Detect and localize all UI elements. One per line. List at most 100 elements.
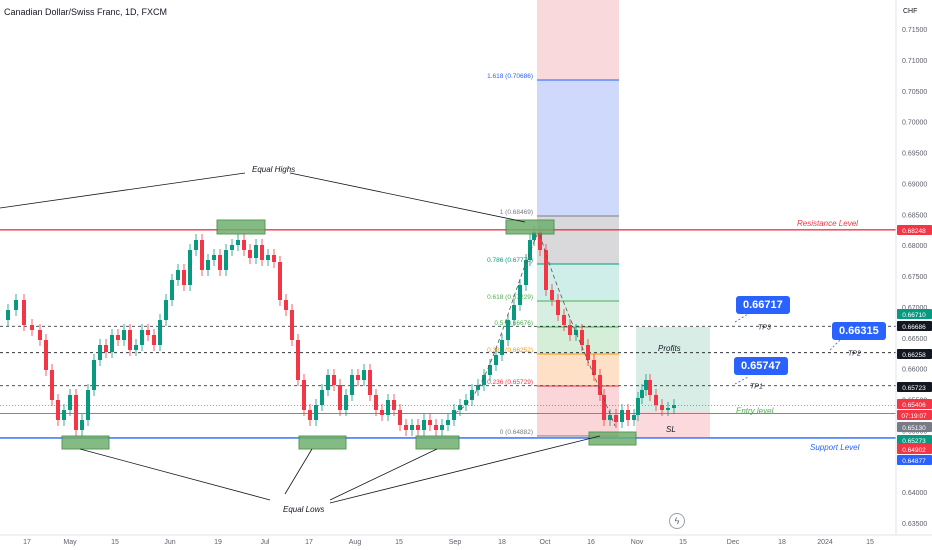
price-tag-text: 0.65273 — [902, 438, 926, 445]
x-tick-label: 18 — [498, 539, 506, 546]
price-tag-bg — [897, 309, 932, 319]
price-tag-text: 0.65406 — [902, 402, 926, 409]
profits-label: Profits — [658, 344, 681, 353]
candle-body — [544, 250, 548, 290]
candle-body — [50, 370, 54, 400]
candle-body — [494, 355, 498, 365]
candle-body — [392, 400, 396, 410]
x-tick-label: 19 — [214, 539, 222, 546]
liquidity-boxes — [61, 219, 637, 450]
candle-body — [266, 255, 270, 260]
x-tick-label: 2024 — [817, 539, 833, 546]
candle-body — [538, 232, 542, 250]
price-tag-text: 0.64877 — [902, 458, 926, 465]
candle-body — [356, 375, 360, 380]
fib-label: 1.618 (0.70686) — [487, 73, 533, 80]
candle-body — [386, 400, 390, 415]
level-label: Entry level — [736, 407, 774, 416]
x-tick-label: 15 — [866, 539, 874, 546]
candle-body — [110, 335, 114, 352]
price-tag-text: 0.65130 — [902, 425, 926, 432]
y-tick-label: 0.68500 — [902, 212, 927, 219]
candle-body — [640, 390, 644, 398]
candle-body — [278, 262, 282, 300]
candle-body — [230, 245, 234, 250]
fib-label: 1 (0.68469) — [500, 209, 533, 216]
candle-body — [636, 398, 640, 415]
replay-icon[interactable]: ϟ — [669, 513, 685, 529]
candle-body — [598, 375, 602, 395]
symbol-title: Canadian Dollar/Swiss Franc, 1D, FXCM — [4, 7, 168, 17]
level-label: Support Level — [810, 443, 860, 452]
y-tick-label: 0.71000 — [902, 58, 927, 65]
candle-body — [224, 250, 228, 270]
candle-body — [80, 420, 84, 430]
candle-body — [206, 260, 210, 270]
candle-body — [586, 345, 590, 360]
candle-body — [188, 250, 192, 285]
candle-body — [242, 240, 246, 250]
price-tag-bg — [897, 422, 932, 432]
y-tick-label: 0.71500 — [902, 27, 927, 34]
candle-body — [500, 340, 504, 355]
candle-body — [14, 300, 18, 310]
price-tag-text: 0.64902 — [902, 447, 926, 454]
candle-body — [518, 285, 522, 305]
y-tick-label: 0.70000 — [902, 120, 927, 127]
candle-body — [416, 425, 420, 430]
candle-body — [30, 325, 34, 330]
candle-body — [626, 410, 630, 420]
level-label: Resistance Level — [797, 219, 858, 228]
x-tick-label: Aug — [349, 539, 362, 546]
candle-body — [452, 410, 456, 420]
candle-body — [200, 240, 204, 270]
x-tick-label: 15 — [395, 539, 403, 546]
price-tag-text: 0.66710 — [902, 312, 926, 319]
candle-body — [158, 320, 162, 345]
price-tag-bg — [897, 225, 932, 235]
y-tick-label: 0.70500 — [902, 89, 927, 96]
fib-label: 0.618 (0.67229) — [487, 294, 533, 301]
candle-body — [350, 375, 354, 395]
price-tag-text: 0.66686 — [902, 324, 926, 331]
candle-body — [568, 325, 572, 335]
candle-body — [290, 310, 294, 340]
price-tag-text: 07:19:07 — [901, 413, 927, 420]
candle-body — [218, 255, 222, 270]
candle-body — [434, 425, 438, 430]
y-tick-label: 0.66500 — [902, 336, 927, 343]
candle-body — [660, 405, 664, 410]
candle-body — [592, 360, 596, 375]
candle-body — [608, 415, 612, 420]
candle-body — [506, 320, 510, 340]
x-tick-label: Sep — [449, 539, 462, 546]
candle-body — [672, 405, 676, 408]
price-tag-bg — [897, 321, 932, 331]
candle-body — [212, 255, 216, 260]
candle-body — [620, 410, 624, 422]
candle-body — [140, 330, 144, 345]
annotation-lines — [0, 172, 841, 504]
candle-body — [380, 410, 384, 415]
price-tag-text: 0.65723 — [902, 385, 926, 392]
candle-body — [602, 395, 606, 420]
y-tick-label: 0.69500 — [902, 151, 927, 158]
x-tick-label: Dec — [727, 539, 740, 546]
candle-body — [254, 245, 258, 258]
stoploss-zone — [636, 411, 710, 437]
price-tag-bg — [897, 349, 932, 359]
candle-body — [308, 410, 312, 420]
candle-body — [164, 300, 168, 320]
candle-body — [654, 395, 658, 405]
candle-body — [92, 360, 96, 390]
x-tick-label: 18 — [778, 539, 786, 546]
candle-body — [332, 375, 336, 385]
candle-body — [128, 330, 132, 350]
fib-zones — [537, 0, 619, 436]
y-tick-label: 0.66000 — [902, 367, 927, 374]
y-tick-label: 0.69000 — [902, 181, 927, 188]
equal-highs-label: Equal Highs — [252, 165, 295, 174]
target-label: TP1 — [750, 384, 763, 391]
candle-body — [302, 380, 306, 410]
